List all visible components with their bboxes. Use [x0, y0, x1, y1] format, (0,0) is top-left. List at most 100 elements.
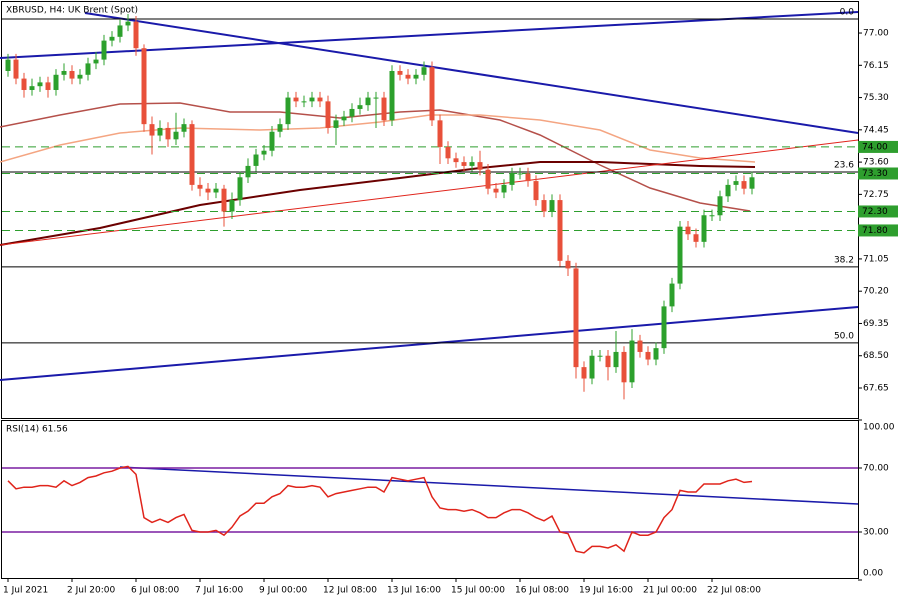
candle-body	[133, 21, 139, 49]
trend-line	[0, 139, 859, 246]
candle-body	[357, 105, 363, 109]
y-tick-label: 75.30	[863, 93, 889, 103]
rsi-title: RSI(14) 61.56	[6, 425, 68, 435]
candle-body	[501, 184, 507, 193]
candle-body	[605, 355, 611, 368]
candle-body	[685, 226, 691, 235]
candle-body	[549, 200, 555, 212]
candle-body	[285, 97, 291, 125]
x-tick-label: 15 Jul 00:00	[451, 586, 505, 596]
y-tick-label: 74.45	[863, 125, 889, 135]
candle-body	[621, 351, 627, 383]
level-box	[858, 224, 898, 237]
candle-body	[293, 97, 299, 102]
level-label: 74.00	[862, 142, 888, 152]
y-tick-label: 72.75	[863, 190, 889, 200]
trend-line	[0, 306, 859, 381]
candle-body	[325, 101, 331, 128]
candle-body	[93, 59, 99, 64]
candle-body	[541, 200, 547, 212]
candle-body	[261, 150, 267, 155]
candle-body	[389, 70, 395, 121]
candle-body	[101, 40, 107, 60]
candle-body	[53, 74, 59, 90]
x-tick-label: 19 Jul 16:00	[579, 586, 633, 596]
y-tick-label: 68.50	[863, 351, 889, 361]
candle-body	[493, 188, 499, 193]
candle-body	[597, 355, 603, 357]
candle-body	[397, 70, 403, 75]
level-box	[858, 167, 898, 180]
candle-body	[157, 127, 163, 136]
rsi-line	[7, 465, 753, 554]
rsi-y-tick-label: 0.00	[863, 569, 883, 579]
candle-body	[365, 97, 371, 106]
candle-body	[725, 184, 731, 197]
candle-body	[109, 36, 115, 41]
moving-average	[0, 102, 751, 212]
candle-body	[741, 181, 747, 189]
candle-body	[125, 21, 131, 26]
y-tick-label: 73.60	[863, 158, 889, 168]
candle-body	[29, 86, 35, 90]
fib-label: 23.6	[834, 160, 854, 170]
rsi-y-tick-label: 70.00	[863, 464, 889, 474]
candle-body	[277, 124, 283, 132]
x-tick-label: 12 Jul 08:00	[323, 586, 377, 596]
candle-body	[317, 97, 323, 102]
candle-body	[237, 177, 243, 201]
candle-body	[221, 188, 227, 212]
candle-body	[469, 162, 475, 166]
candle-body	[421, 67, 427, 75]
candle-body	[629, 340, 635, 383]
candle-body	[733, 181, 739, 185]
candle-body	[253, 154, 259, 166]
candle-body	[573, 268, 579, 368]
candle-body	[653, 348, 659, 360]
candle-body	[205, 188, 211, 193]
candle-body	[749, 177, 755, 189]
candle-body	[453, 158, 459, 163]
trend-line	[119, 466, 859, 505]
level-label: 71.80	[862, 226, 888, 236]
candle-body	[381, 97, 387, 121]
x-tick-label: 16 Jul 08:00	[515, 586, 569, 596]
candle-body	[61, 70, 67, 75]
candle-body	[645, 351, 651, 360]
fib-label: 38.2	[834, 255, 854, 265]
candle-body	[557, 200, 563, 261]
candle-body	[533, 181, 539, 201]
moving-average	[0, 161, 756, 246]
rsi-frame	[1, 420, 859, 579]
candle-body	[37, 82, 43, 87]
candle-body	[173, 131, 179, 140]
candle-body	[21, 78, 27, 90]
candle-body	[437, 120, 443, 147]
x-tick-label: 13 Jul 16:00	[387, 586, 441, 596]
x-tick-label: 21 Jul 00:00	[643, 586, 697, 596]
candle-body	[269, 131, 275, 151]
candle-body	[677, 226, 683, 284]
x-tick-label: 2 Jul 20:00	[67, 586, 116, 596]
level-label: 73.30	[862, 169, 888, 179]
y-tick-label: 67.65	[863, 384, 889, 394]
candle-body	[405, 74, 411, 79]
candle-body	[701, 215, 707, 242]
candle-body	[141, 48, 147, 125]
candle-body	[149, 124, 155, 136]
candle-body	[485, 169, 491, 189]
level-box	[858, 140, 898, 153]
rsi-y-tick-label: 30.00	[863, 528, 889, 538]
candle-body	[77, 74, 83, 79]
y-tick-label: 77.00	[863, 29, 889, 39]
candle-body	[197, 184, 203, 189]
candle-body	[589, 355, 595, 379]
x-tick-label: 7 Jul 16:00	[195, 586, 244, 596]
candle-body	[613, 351, 619, 368]
candle-body	[333, 120, 339, 128]
rsi-y-tick-label: 100.00	[863, 423, 895, 433]
candle-body	[413, 74, 419, 79]
candle-body	[661, 306, 667, 349]
candle-body	[509, 173, 515, 185]
